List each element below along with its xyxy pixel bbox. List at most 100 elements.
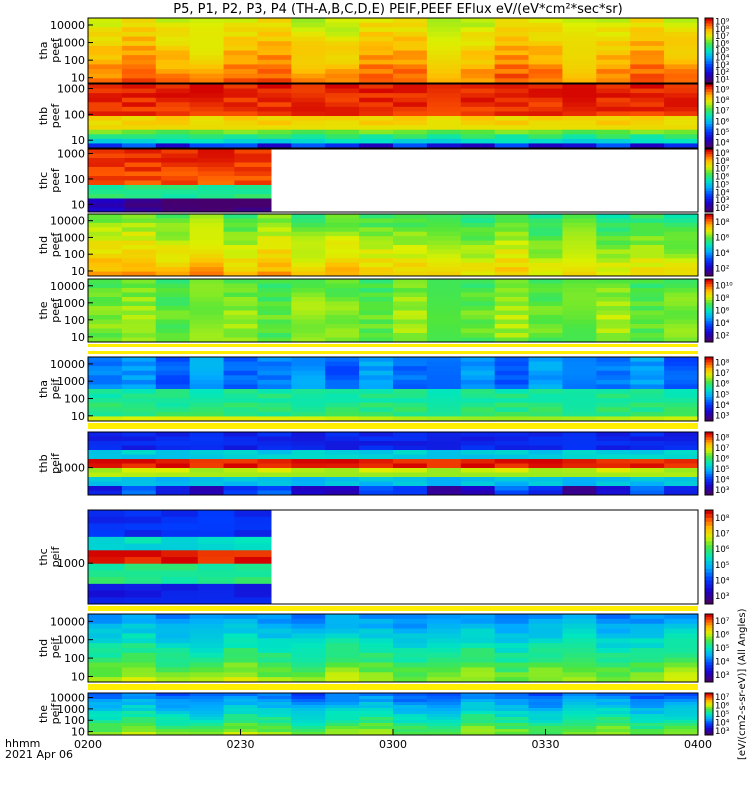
heatmap-cell (291, 677, 326, 683)
heatmap-cell (664, 301, 699, 307)
heatmap-cell (460, 97, 496, 103)
colorbar-tick-label: 10⁸ (715, 514, 730, 524)
heatmap-cell (189, 97, 225, 103)
heatmap-cell (291, 50, 326, 56)
colorbar-segment (705, 121, 713, 125)
heatmap-cell (426, 69, 462, 75)
heatmap-cell (426, 481, 462, 487)
heatmap-cell (359, 384, 394, 390)
heatmap-cell (325, 59, 360, 65)
heatmap-cell (291, 106, 326, 112)
heatmap-cell (291, 31, 326, 38)
heatmap-cell (223, 711, 258, 715)
heatmap-cell (291, 78, 326, 84)
heatmap-cell (325, 638, 360, 644)
heatmap-cell (596, 638, 631, 644)
colorbar-segment (705, 733, 713, 736)
heatmap-cell (88, 705, 123, 709)
heatmap-cell (596, 720, 631, 724)
heatmap-cell (528, 699, 563, 703)
heatmap-cell (664, 236, 699, 242)
heatmap-cell (197, 189, 235, 195)
heatmap-cell (325, 271, 360, 277)
heatmap-cell (161, 583, 199, 592)
heatmap-cell (189, 18, 225, 24)
heatmap-cell (121, 253, 157, 259)
heatmap-cell (257, 84, 292, 90)
heatmap-cell (223, 129, 258, 135)
heatmap-cell (121, 333, 157, 338)
heatmap-cell (88, 486, 123, 491)
heatmap-cell (630, 69, 665, 75)
heatmap-cell (155, 36, 191, 42)
heatmap-cell (562, 125, 597, 131)
heatmap-cell (121, 398, 157, 404)
colorbar-segment (705, 126, 713, 130)
heatmap-cell (325, 717, 360, 721)
heatmap-cell (223, 64, 258, 70)
heatmap-cell (393, 459, 428, 464)
heatmap-cell (460, 222, 496, 228)
heatmap-cell (197, 590, 235, 598)
heatmap-cell (359, 717, 394, 721)
heatmap-cell (257, 227, 292, 233)
heatmap-cell (460, 411, 496, 417)
colorbar-segment (705, 437, 713, 441)
heatmap-cell (596, 227, 631, 233)
heatmap-cell (325, 472, 360, 478)
heatmap-cell (257, 398, 292, 404)
heatmap-cell (88, 27, 123, 33)
heatmap-cell (426, 375, 462, 381)
colorbar-segment (705, 375, 713, 379)
heatmap-cell (426, 297, 462, 302)
heatmap-cell (223, 662, 258, 668)
heatmap-cell (426, 657, 462, 664)
colorbar-segment (705, 140, 713, 144)
heatmap-cell (325, 55, 360, 61)
heatmap-cell (257, 102, 292, 108)
heatmap-cell (257, 714, 292, 718)
heatmap-cell (359, 723, 394, 727)
heatmap-cell (189, 279, 225, 284)
heatmap-cell (234, 176, 272, 181)
colorbar-segment (705, 129, 713, 133)
heatmap-cell (562, 93, 597, 99)
colorbar-segment (705, 560, 713, 566)
heatmap-cell (393, 301, 428, 307)
heatmap-cell (88, 696, 123, 700)
heatmap-cell (460, 375, 496, 381)
colorbar-segment (705, 77, 713, 81)
heatmap-cell (426, 27, 462, 33)
colorbar-segment (705, 20, 713, 24)
heatmap-cell (223, 249, 258, 255)
colorbar-segment (705, 177, 713, 181)
heatmap-cell (88, 490, 123, 496)
heatmap-cell (325, 441, 360, 446)
heatmap-cell (664, 31, 699, 38)
heatmap-cell (426, 138, 462, 144)
heatmap-cell (630, 652, 665, 659)
heatmap-cell (189, 705, 225, 709)
heatmap-cell (155, 292, 191, 298)
heatmap-cell (630, 459, 665, 464)
heatmap-cell (426, 628, 462, 634)
heatmap-cell (630, 628, 665, 634)
heatmap-cell (596, 366, 631, 372)
heatmap-cell (494, 301, 530, 307)
panel-label: tha (37, 41, 50, 59)
heatmap-cell (562, 253, 597, 259)
heatmap-cell (189, 306, 225, 311)
heatmap-cell (426, 218, 462, 224)
colorbar-segment (705, 439, 713, 443)
heatmap-cell (161, 162, 199, 168)
colorbar-tick-label: 10⁶ (715, 630, 730, 640)
heatmap-cell (88, 162, 126, 168)
colorbar-frame (704, 278, 714, 343)
heatmap-cell (257, 97, 292, 103)
heatmap-cell (630, 134, 665, 140)
heatmap-cell (562, 472, 597, 478)
heatmap-cell (426, 134, 462, 140)
heatmap-cell (88, 18, 123, 24)
heatmap-cell (189, 720, 225, 724)
